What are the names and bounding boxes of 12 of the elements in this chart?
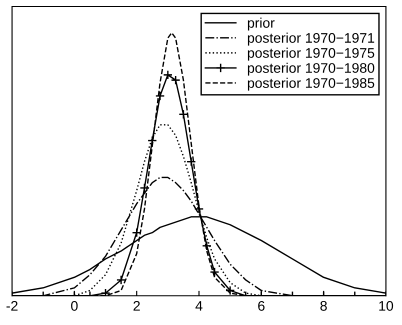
legend-label: posterior 1970−1980 [248,62,374,76]
x-tick-label: 0 [71,300,78,311]
x-tick-label: 6 [258,300,265,311]
x-tick-label: -2 [6,300,18,311]
x-tick-label: 10 [379,300,394,311]
x-tick-label: 2 [134,300,140,311]
x-tick-label: 8 [320,300,327,311]
legend-label: posterior 1970−1975 [248,48,374,61]
x-tick-label: 4 [195,301,202,311]
legend-label: posterior 1970−1985 [248,78,374,91]
legend-label: prior [248,18,275,31]
legend-label: posterior 1970−1971 [248,32,374,46]
